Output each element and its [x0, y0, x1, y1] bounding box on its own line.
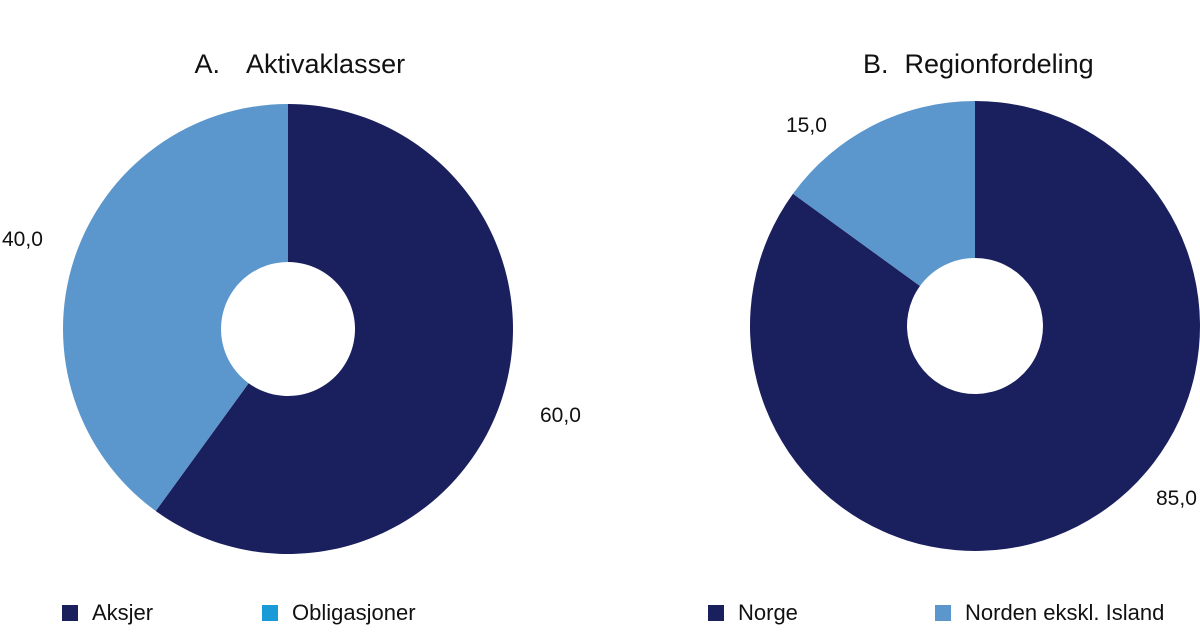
legend-label-norge: Norge: [738, 600, 798, 625]
chart-a-label-aksjer: 60,0: [540, 404, 581, 427]
chart-a-title-text: Aktivaklasser: [246, 49, 406, 79]
donut-slice-aksjer: [155, 104, 513, 554]
donut-slice-norge: [750, 101, 1200, 551]
chart-a-label-obligasjoner: 40,0: [2, 228, 43, 251]
legend-swatch-norge: [708, 605, 724, 621]
chart-b-legend-norden: Norden ekskl. Island: [935, 600, 1164, 626]
chart-a-donut: [62, 104, 513, 554]
legend-label-aksjer: Aksjer: [92, 600, 154, 625]
chart-b-panel-letter: B.: [863, 49, 889, 79]
legend-swatch-obligasjoner: [262, 605, 278, 621]
chart-b-label-norge: 85,0: [1156, 487, 1197, 510]
chart-a-panel-letter: A.: [194, 49, 221, 79]
chart-b-legend-norge: Norge: [708, 600, 798, 626]
chart-b-title-text: Regionfordeling: [904, 49, 1094, 79]
chart-a-title: A. Aktivaklasser: [181, 18, 406, 80]
chart-a-legend-obligasjoner: Obligasjoner: [262, 600, 416, 626]
donut-slice-norden-ekskl-island: [792, 101, 975, 287]
donut-slice-obligasjoner: [62, 104, 288, 512]
chart-b-title: B. Regionfordeling: [848, 18, 1094, 80]
legend-swatch-aksjer: [62, 605, 78, 621]
legend-swatch-norden: [935, 605, 951, 621]
legend-label-norden: Norden ekskl. Island: [965, 600, 1165, 625]
legend-label-obligasjoner: Obligasjoner: [292, 600, 416, 625]
chart-b-label-norden: 15,0: [786, 114, 827, 137]
chart-a-legend-aksjer: Aksjer: [62, 600, 153, 626]
